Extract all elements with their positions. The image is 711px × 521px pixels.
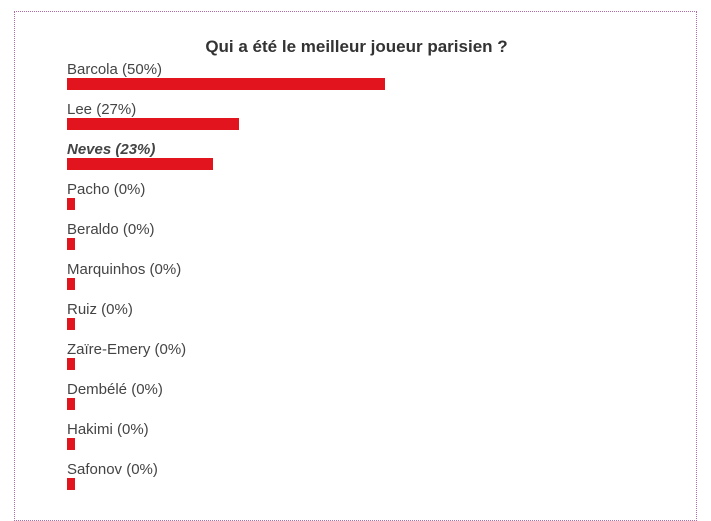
poll-option-marquinhos[interactable]: Marquinhos (0%) xyxy=(67,260,667,300)
poll-option-dembele[interactable]: Dembélé (0%) xyxy=(67,380,667,420)
poll-option-ruiz[interactable]: Ruiz (0%) xyxy=(67,300,667,340)
option-label: Marquinhos (0%) xyxy=(67,261,182,278)
result-bar xyxy=(67,478,75,490)
poll-option-hakimi[interactable]: Hakimi (0%) xyxy=(67,420,667,460)
result-bar xyxy=(67,278,75,290)
result-bar xyxy=(67,358,75,370)
result-bar xyxy=(67,198,75,210)
option-label: Neves (23%) xyxy=(67,141,156,158)
option-label: Zaïre-Emery (0%) xyxy=(67,341,187,358)
result-bar xyxy=(67,438,75,450)
option-label: Pacho (0%) xyxy=(67,181,146,198)
poll-option-pacho[interactable]: Pacho (0%) xyxy=(67,180,667,220)
option-label: Hakimi (0%) xyxy=(67,421,149,438)
result-bar xyxy=(67,158,213,170)
option-label: Beraldo (0%) xyxy=(67,221,155,238)
option-label: Dembélé (0%) xyxy=(67,381,163,398)
poll-title: Qui a été le meilleur joueur parisien ? xyxy=(205,37,508,56)
poll-option-neves[interactable]: Neves (23%) xyxy=(67,140,667,180)
option-label: Lee (27%) xyxy=(67,101,137,118)
option-label: Ruiz (0%) xyxy=(67,301,133,318)
poll-option-barcola[interactable]: Barcola (50%) xyxy=(67,60,667,100)
result-bar xyxy=(67,398,75,410)
poll-option-lee[interactable]: Lee (27%) xyxy=(67,100,667,140)
option-label: Barcola (50%) xyxy=(67,61,163,78)
poll-widget: Qui a été le meilleur joueur parisien ? … xyxy=(14,11,697,521)
result-bar xyxy=(67,118,239,130)
poll-option-zaire-emery[interactable]: Zaïre-Emery (0%) xyxy=(67,340,667,380)
result-bar xyxy=(67,78,385,90)
option-label: Safonov (0%) xyxy=(67,461,158,478)
result-bar xyxy=(67,238,75,250)
result-bar xyxy=(67,318,75,330)
poll-options: Barcola (50%) Lee (27%) Neves (23%) Pach… xyxy=(67,60,667,500)
poll-option-beraldo[interactable]: Beraldo (0%) xyxy=(67,220,667,260)
poll-option-safonov[interactable]: Safonov (0%) xyxy=(67,460,667,500)
